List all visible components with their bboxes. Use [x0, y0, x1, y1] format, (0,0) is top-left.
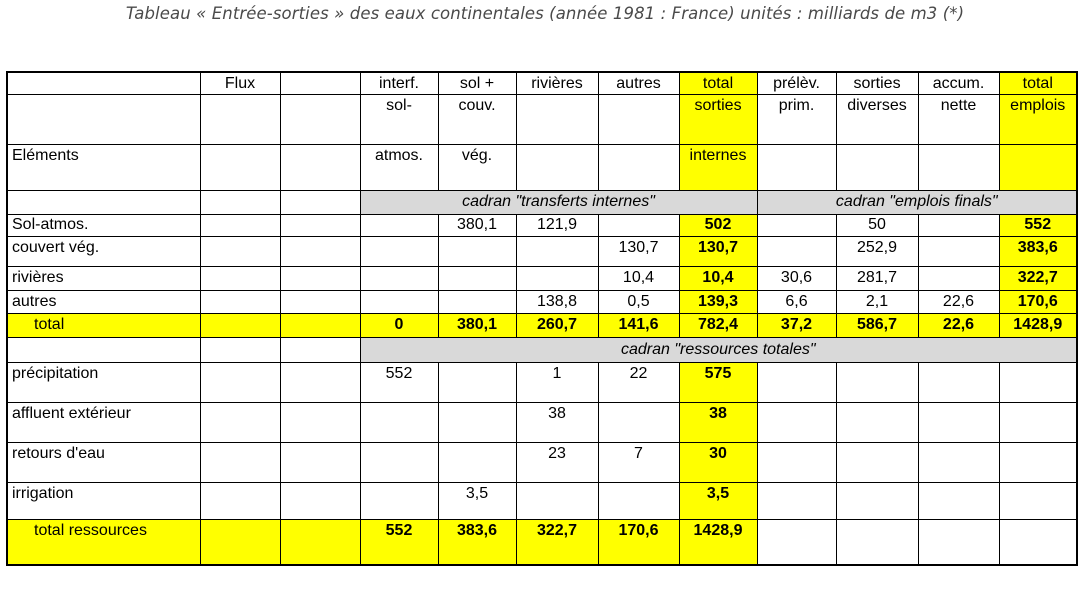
- header-blank: [6, 71, 201, 95]
- elements-header: Eléments: [6, 143, 201, 191]
- row-label: rivières: [6, 265, 201, 291]
- col-header-prelev-l2: prim.: [756, 93, 837, 145]
- col-header-total-sorties: total: [678, 71, 758, 95]
- col-header-accum-l2: nette: [917, 93, 1000, 145]
- table-row: affluent extérieur 38 38: [6, 401, 1078, 443]
- input-output-table: Flux interf. sol + rivières autres total…: [6, 71, 1078, 566]
- table-row: Sol-atmos. 380,1 121,9 502 50 552: [6, 213, 1078, 237]
- table-row: rivières 10,4 10,4 30,6 281,7 322,7: [6, 265, 1078, 291]
- section-band-row: cadran "ressources totales": [6, 336, 1078, 363]
- row-label: précipitation: [6, 361, 201, 403]
- col-header-sorties: sorties: [835, 71, 919, 95]
- col-header-interf: interf.: [359, 71, 439, 95]
- row-label: irrigation: [6, 481, 201, 520]
- section-band-row: cadran "transferts internes" cadran "emp…: [6, 189, 1078, 215]
- col-header-total-sorties-l2: sorties: [678, 93, 758, 145]
- col-header-interf-l3: atmos.: [359, 143, 439, 191]
- table-caption: Tableau « Entrée-sorties » des eaux cont…: [125, 4, 965, 23]
- row-label: total: [6, 312, 201, 338]
- col-header-sol-l2: couv.: [437, 93, 517, 145]
- row-label: couvert vég.: [6, 235, 201, 267]
- row-label: retours d'eau: [6, 441, 201, 483]
- row-label: total ressources: [6, 518, 201, 566]
- col-header-autres: autres: [597, 71, 680, 95]
- section-transferts-internes: cadran "transferts internes": [359, 189, 758, 215]
- header-row-2: sol- couv. sorties prim. diverses nette …: [6, 93, 1078, 145]
- col-header-sol-l3: vég.: [437, 143, 517, 191]
- total-row: total 0 380,1 260,7 141,6 782,4 37,2 586…: [6, 312, 1078, 338]
- table-row: irrigation 3,5 3,5: [6, 481, 1078, 520]
- col-header-sol: sol +: [437, 71, 517, 95]
- col-header-accum: accum.: [917, 71, 1000, 95]
- section-emplois-finals: cadran "emplois finals": [756, 189, 1078, 215]
- header-row-1: Flux interf. sol + rivières autres total…: [6, 71, 1078, 95]
- section-ressources-totales: cadran "ressources totales": [359, 336, 1078, 363]
- col-header-total-emplois: total: [998, 71, 1078, 95]
- total-ressources-row: total ressources 552 383,6 322,7 170,6 1…: [6, 518, 1078, 566]
- table-row: autres 138,8 0,5 139,3 6,6 2,1 22,6 170,…: [6, 289, 1078, 314]
- table-row: retours d'eau 23 7 30: [6, 441, 1078, 483]
- col-header-total-sorties-l3: internes: [678, 143, 758, 191]
- flux-header: Flux: [199, 71, 281, 95]
- col-header-rivieres: rivières: [515, 71, 599, 95]
- col-header-sorties-l2: diverses: [835, 93, 919, 145]
- table-row: précipitation 552 1 22 575: [6, 361, 1078, 403]
- table-row: couvert vég. 130,7 130,7 252,9 383,6: [6, 235, 1078, 267]
- row-label: affluent extérieur: [6, 401, 201, 443]
- header-blank: [279, 71, 361, 95]
- col-header-prelev: prélèv.: [756, 71, 837, 95]
- header-row-3: Eléments atmos. vég. internes: [6, 143, 1078, 191]
- row-label: Sol-atmos.: [6, 213, 201, 237]
- row-label: autres: [6, 289, 201, 314]
- col-header-total-emplois-l2: emplois: [998, 93, 1078, 145]
- col-header-interf-l2: sol-: [359, 93, 439, 145]
